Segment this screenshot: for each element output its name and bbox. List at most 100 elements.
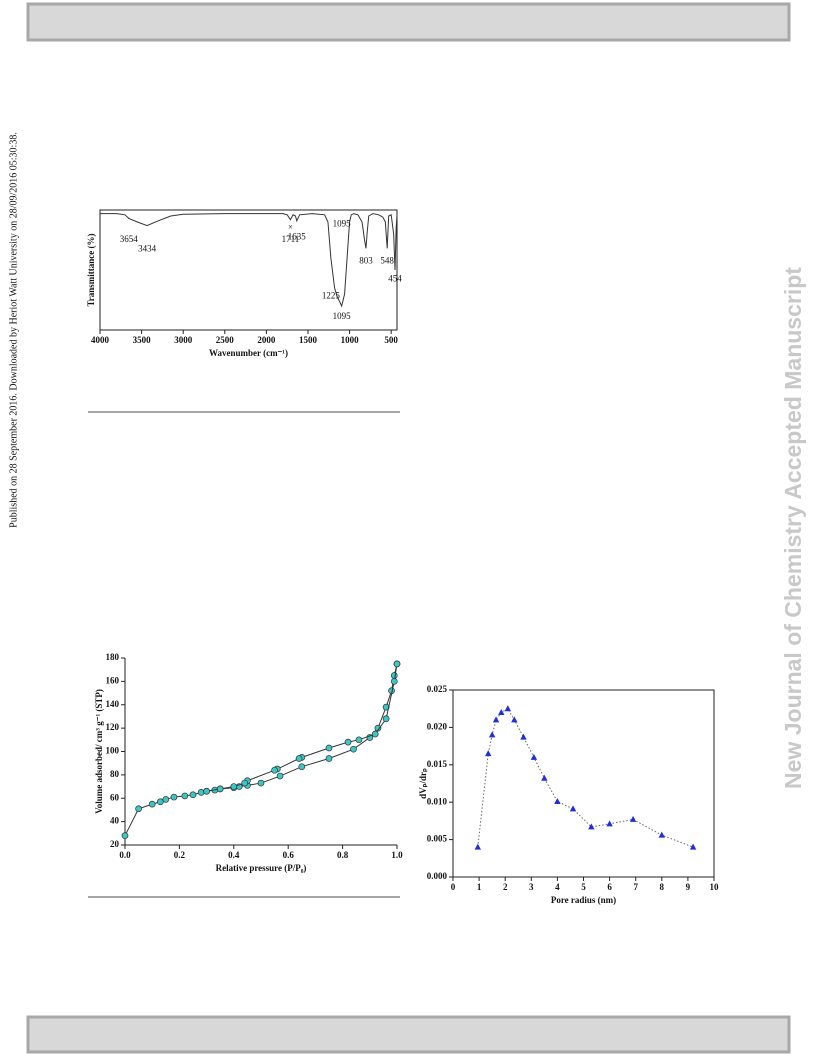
data-point [569, 805, 577, 812]
data-point [344, 738, 352, 746]
plot-frame [99, 209, 398, 331]
data-line [477, 708, 694, 848]
data-point [157, 798, 164, 806]
x-tick-label: 1500 [299, 335, 318, 345]
x-tick-label: 0.2 [174, 850, 186, 860]
data-point [170, 793, 178, 801]
y-tick-label: 40 [110, 816, 120, 826]
y-tick-label: 120 [106, 722, 120, 732]
data-point [355, 736, 363, 744]
data-line [206, 663, 398, 792]
data-point [689, 843, 697, 850]
data-point [492, 716, 500, 723]
x-tick-label: 0 [451, 882, 456, 892]
data-line [100, 213, 398, 308]
data-point [629, 815, 637, 822]
y-tick-label: 0.010 [427, 796, 448, 806]
x-tick-label: 4000 [91, 335, 110, 345]
y-tick-label: 160 [106, 675, 120, 685]
side-note: Published on 28 September 2016. Download… [8, 132, 19, 528]
data-point [393, 660, 401, 668]
annotation: 454 [388, 274, 402, 284]
data-point [197, 789, 205, 796]
data-point [488, 731, 496, 738]
watermark: New Journal of Chemistry Accepted Manusc… [780, 267, 806, 789]
annotation: 548 [380, 256, 394, 266]
y-tick-label: 80 [110, 769, 120, 779]
data-point [554, 797, 561, 804]
x-tick-label: 3500 [133, 335, 152, 345]
data-point [271, 766, 278, 774]
y-tick-label: 0.025 [427, 684, 448, 694]
data-point [382, 715, 390, 723]
y-axis-label: Volume adsorbed/ cm³ g⁻¹ (STP) [94, 689, 104, 814]
data-point [148, 800, 156, 808]
data-point [189, 791, 197, 799]
annotation: 1711 [282, 234, 300, 244]
x-tick-label: 10 [710, 882, 720, 892]
data-point [588, 823, 595, 830]
x-tick-label: 2000 [257, 335, 276, 345]
x-tick-label: 7 [633, 882, 638, 892]
data-point [298, 763, 306, 771]
x-axis-label: Wavenumber (cm⁻¹) [209, 348, 288, 358]
y-tick-label: 0.020 [427, 721, 448, 731]
annotation: 1635 [288, 232, 307, 242]
y-tick-label: 180 [106, 652, 120, 662]
y-axis-label: Transmittance (%) [86, 233, 96, 306]
data-point [203, 787, 210, 795]
data-point [216, 785, 224, 793]
y-tick-label: 0.015 [427, 759, 448, 769]
data-point [474, 843, 481, 850]
x-tick-label: 0.4 [228, 850, 240, 860]
data-point [241, 779, 249, 787]
data-point [541, 774, 548, 781]
x-tick-label: 500 [384, 335, 398, 345]
x-tick-label: 1.0 [391, 850, 403, 860]
data-point [257, 779, 265, 787]
data-point [350, 745, 357, 753]
y-tick-label: 60 [110, 792, 120, 802]
data-point [374, 724, 382, 732]
data-point [520, 733, 527, 740]
x-axis-label: Pore radius (nm) [551, 895, 616, 905]
x-tick-label: 1000 [341, 335, 360, 345]
y-tick-label: 140 [106, 699, 120, 709]
data-point [121, 832, 129, 840]
y-axis-label: dVₚ/drₚ [418, 768, 428, 799]
x-tick-label: 3000 [174, 335, 193, 345]
data-point [511, 716, 518, 723]
data-point [390, 678, 398, 685]
data-point [504, 705, 512, 712]
x-tick-label: 0.0 [119, 850, 131, 860]
data-point [485, 750, 492, 757]
x-tick-label: 2 [503, 882, 508, 892]
x-tick-label: 0.6 [283, 850, 295, 860]
annotation: 3434 [138, 244, 157, 254]
annotation: 1095 [333, 218, 352, 228]
data-point [230, 783, 238, 790]
header-bar [26, 2, 791, 42]
y-tick-label: 0.000 [427, 871, 448, 881]
data-point [135, 805, 142, 813]
data-point [162, 796, 170, 803]
annotation: × [288, 222, 293, 232]
x-tick-label: 1 [477, 882, 482, 892]
data-point [390, 672, 398, 679]
x-tick-label: 4 [555, 882, 560, 892]
annotation: 3654 [120, 234, 139, 244]
x-tick-label: 5 [581, 882, 586, 892]
y-tick-label: 20 [110, 839, 120, 849]
x-tick-label: 6 [607, 882, 612, 892]
data-point [325, 744, 333, 752]
x-tick-label: 9 [686, 882, 691, 892]
annotation: 1225 [322, 290, 341, 300]
footer-bar [26, 1015, 791, 1054]
data-point [498, 708, 505, 715]
annotation: 803 [359, 256, 373, 266]
annotation: 1095 [333, 311, 352, 321]
x-tick-label: 8 [660, 882, 665, 892]
y-tick-label: 100 [106, 746, 120, 756]
data-point [276, 772, 284, 780]
